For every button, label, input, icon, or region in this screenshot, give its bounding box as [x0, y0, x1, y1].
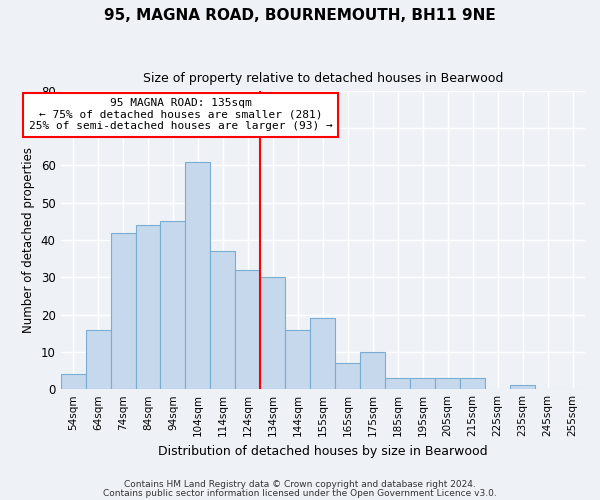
Text: Contains public sector information licensed under the Open Government Licence v3: Contains public sector information licen…	[103, 489, 497, 498]
Title: Size of property relative to detached houses in Bearwood: Size of property relative to detached ho…	[143, 72, 503, 86]
Text: Contains HM Land Registry data © Crown copyright and database right 2024.: Contains HM Land Registry data © Crown c…	[124, 480, 476, 489]
Bar	[260, 278, 286, 389]
Bar	[385, 378, 410, 389]
Text: 95 MAGNA ROAD: 135sqm
← 75% of detached houses are smaller (281)
25% of semi-det: 95 MAGNA ROAD: 135sqm ← 75% of detached …	[29, 98, 332, 132]
Bar	[86, 330, 110, 389]
Bar	[110, 232, 136, 389]
Bar	[286, 330, 310, 389]
Bar	[410, 378, 435, 389]
Bar	[185, 162, 211, 389]
Bar	[510, 386, 535, 389]
Text: 95, MAGNA ROAD, BOURNEMOUTH, BH11 9NE: 95, MAGNA ROAD, BOURNEMOUTH, BH11 9NE	[104, 8, 496, 22]
Bar	[61, 374, 86, 389]
Bar	[335, 363, 360, 389]
Bar	[211, 251, 235, 389]
Bar	[435, 378, 460, 389]
Bar	[310, 318, 335, 389]
Bar	[235, 270, 260, 389]
X-axis label: Distribution of detached houses by size in Bearwood: Distribution of detached houses by size …	[158, 444, 488, 458]
Bar	[136, 225, 160, 389]
Bar	[160, 222, 185, 389]
Bar	[460, 378, 485, 389]
Bar	[360, 352, 385, 389]
Y-axis label: Number of detached properties: Number of detached properties	[22, 147, 35, 333]
